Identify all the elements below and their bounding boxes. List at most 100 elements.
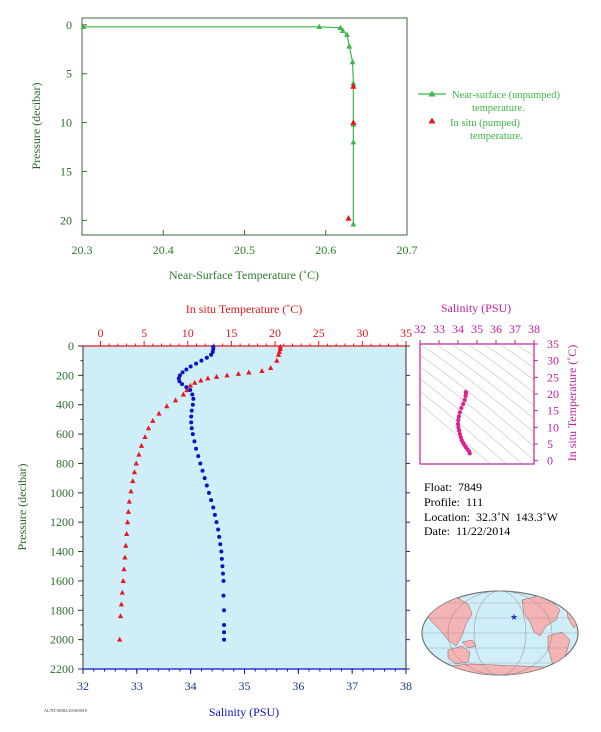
density-contour bbox=[420, 390, 507, 464]
near-surface-point bbox=[343, 31, 350, 37]
salinity-profile-point bbox=[191, 396, 196, 401]
temperature-profile-point bbox=[246, 369, 252, 375]
salinity-profile-point bbox=[209, 498, 214, 503]
salinity-axis-label: Salinity (PSU) bbox=[209, 705, 279, 719]
legend-label-in-situ: In situ (pumped) temperature. bbox=[450, 118, 523, 142]
ts-y-axis-label: In situ Temperature (˚C) bbox=[565, 345, 579, 462]
temperature-profile-point bbox=[235, 370, 241, 376]
salinity-profile-point bbox=[220, 564, 225, 569]
top-plot-frame bbox=[81, 17, 408, 236]
salinity-profile-point bbox=[199, 358, 204, 363]
pressure-tick-label: 1800 bbox=[50, 603, 74, 617]
salinity-profile-point bbox=[221, 593, 226, 598]
temperature-profile-point bbox=[192, 379, 198, 385]
ts-temperature-tick-label: 25 bbox=[547, 370, 559, 384]
salinity-profile-point bbox=[188, 364, 193, 369]
salinity-profile-point bbox=[219, 556, 224, 561]
temperature-tick-label: 25 bbox=[313, 326, 325, 340]
ts-salinity-tick-label: 34 bbox=[452, 322, 464, 336]
ts-temperature-tick-label: 5 bbox=[547, 437, 553, 451]
ts-point bbox=[467, 451, 472, 456]
top-y-tick-label: 10 bbox=[60, 116, 72, 130]
ts-point bbox=[456, 414, 462, 419]
temperature-profile-point bbox=[117, 613, 124, 619]
map-land-australia bbox=[447, 645, 471, 665]
temperature-tick-label: 5 bbox=[141, 326, 147, 340]
salinity-profile-point bbox=[177, 379, 182, 384]
top-x-axis-label: Near-Surface Temperature (˚C) bbox=[169, 268, 319, 282]
float-id: Float: 7849 bbox=[424, 480, 483, 494]
ts-x-axis-label: Salinity (PSU) bbox=[441, 301, 511, 315]
ts-temperature-axis: 0 5 10 15 20 25 30 35 bbox=[534, 337, 559, 468]
density-contour bbox=[420, 403, 491, 464]
temperature-profile-point bbox=[224, 372, 230, 378]
salinity-profile-point bbox=[216, 527, 221, 532]
salinity-profile-point bbox=[222, 637, 227, 642]
map-land-islands bbox=[461, 639, 477, 649]
salinity-profile-point bbox=[180, 382, 185, 387]
density-contour bbox=[420, 354, 534, 447]
map-land-antarctica bbox=[429, 663, 571, 675]
ts-point bbox=[457, 431, 462, 437]
temperature-profile-point bbox=[122, 554, 128, 560]
legend-marker-near-surface bbox=[428, 90, 436, 97]
salinity-profile-point bbox=[210, 349, 215, 354]
top-y-tick-label: 5 bbox=[66, 67, 72, 81]
temperature-tick-label: 20 bbox=[269, 326, 281, 340]
temperature-profile-point bbox=[276, 348, 283, 354]
in-situ-point bbox=[350, 83, 357, 89]
top-x-tick-label: 20.3 bbox=[72, 243, 93, 257]
salinity-profile-point bbox=[200, 468, 205, 473]
pressure-tick-label: 1600 bbox=[50, 574, 74, 588]
salinity-profile-point bbox=[214, 520, 219, 525]
pressure-tick-label: 600 bbox=[56, 427, 74, 441]
density-contours bbox=[420, 344, 534, 464]
ts-point bbox=[457, 410, 462, 415]
world-map: ★ bbox=[421, 590, 579, 676]
top-x-tick-label: 20.4 bbox=[153, 243, 174, 257]
ts-point bbox=[461, 401, 466, 407]
ts-salinity-tick-label: 37 bbox=[509, 322, 521, 336]
near-surface-point bbox=[350, 138, 357, 145]
footer-code: AL/NT/3838A 20/08/0018 bbox=[44, 708, 87, 713]
salinity-profile-point bbox=[184, 385, 189, 390]
salinity-profile-point bbox=[212, 512, 217, 517]
ts-temperature-tick-label: 10 bbox=[547, 420, 559, 434]
ts-point bbox=[456, 417, 461, 423]
near-surface-point bbox=[350, 221, 357, 227]
ts-salinity-axis: 32 33 34 35 36 37 38 bbox=[414, 322, 540, 344]
temperature-profile-point bbox=[275, 351, 282, 357]
top-y-axis: 0 5 10 15 20 bbox=[60, 18, 87, 227]
temperature-profile-point bbox=[126, 498, 132, 504]
salinity-profile-point bbox=[189, 426, 194, 431]
density-contour bbox=[499, 344, 534, 369]
temperature-profile-point bbox=[138, 442, 145, 448]
salinity-profile-point bbox=[194, 446, 199, 451]
pressure-tick-label: 400 bbox=[56, 398, 74, 412]
salinity-axis-ticks: 32 33 34 35 36 37 38 bbox=[77, 669, 412, 693]
legend-label-near-surface: Near-surface (unpumped) temperature. bbox=[452, 90, 560, 114]
near-surface-point bbox=[80, 23, 87, 30]
salinity-profile-point bbox=[219, 549, 224, 554]
salinity-profile-point bbox=[221, 578, 226, 583]
salinity-profile-point bbox=[217, 534, 222, 539]
temperature-profile-point bbox=[130, 478, 136, 484]
salinity-profile-point bbox=[218, 542, 223, 547]
profile-plot-background bbox=[83, 346, 406, 669]
ts-point bbox=[459, 405, 464, 411]
density-contour bbox=[467, 344, 534, 394]
temperature-profile-point bbox=[213, 373, 220, 379]
in-situ-point bbox=[350, 119, 357, 125]
ts-temperature-tick-label: 35 bbox=[547, 337, 559, 351]
ts-points bbox=[455, 389, 472, 456]
temperature-profile-point bbox=[124, 531, 130, 536]
ts-salinity-tick-label: 38 bbox=[528, 322, 540, 336]
salinity-profile-point bbox=[188, 388, 193, 393]
salinity-profile-point bbox=[209, 352, 214, 357]
ts-point bbox=[457, 428, 462, 433]
map-land-north-america bbox=[521, 595, 561, 637]
temperature-profile-point bbox=[172, 397, 179, 403]
salinity-profile-point bbox=[189, 408, 194, 413]
salinity-profile-point bbox=[196, 454, 201, 459]
density-contour bbox=[420, 378, 523, 464]
